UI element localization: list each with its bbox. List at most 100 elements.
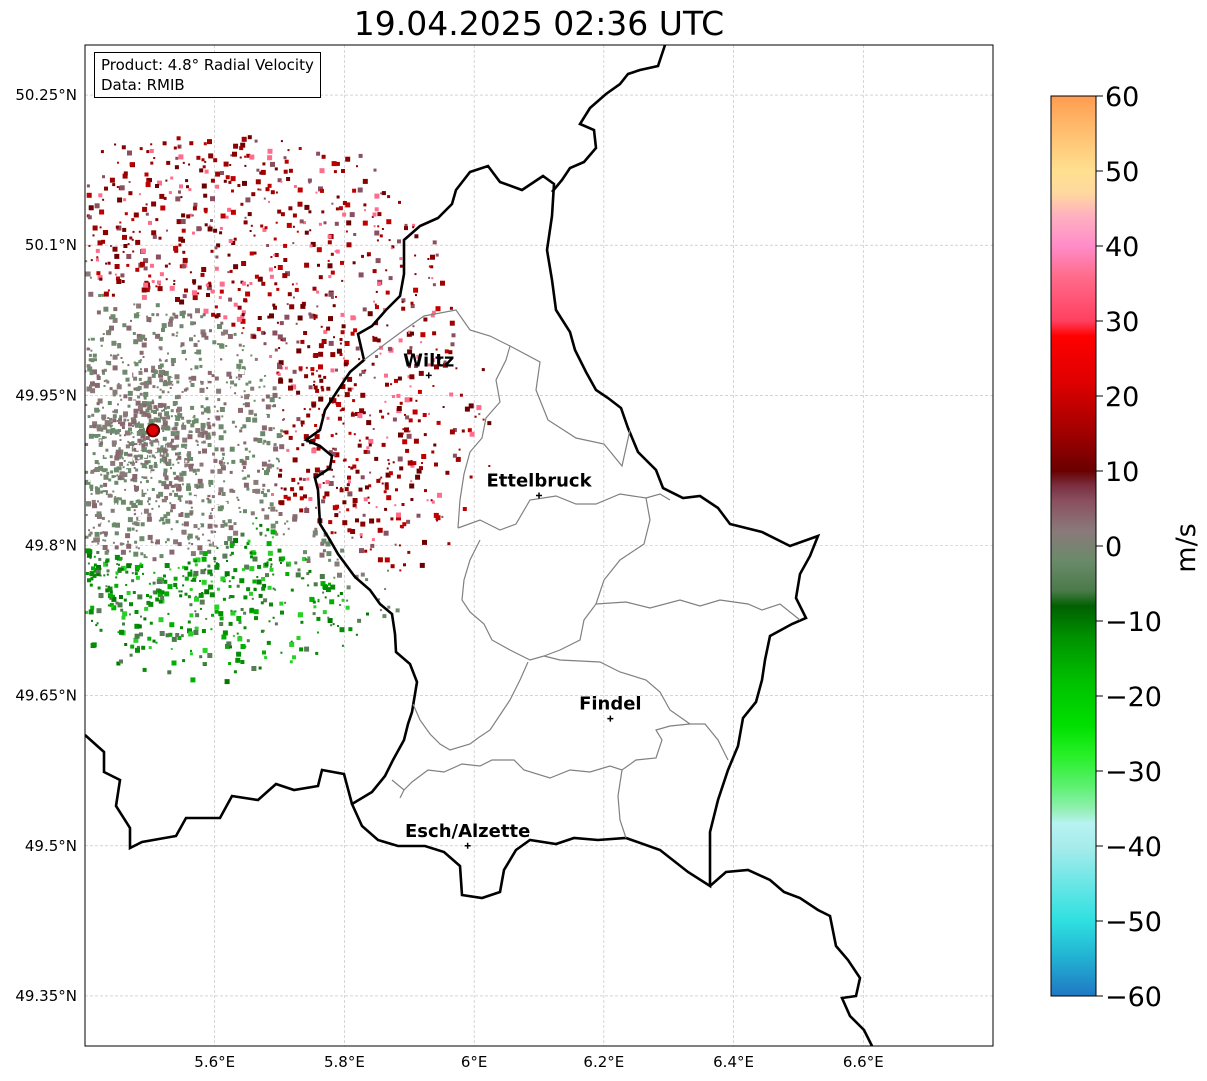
- echo-cell: [164, 359, 168, 363]
- echo-cell: [111, 340, 117, 346]
- echo-cell: [214, 604, 220, 610]
- echo-cell: [259, 523, 263, 527]
- echo-cell: [89, 371, 94, 376]
- echo-cell: [192, 414, 196, 418]
- echo-cell: [161, 421, 164, 424]
- echo-cell: [192, 290, 197, 296]
- echo-cell: [96, 426, 102, 432]
- echo-cell: [222, 553, 228, 559]
- echo-cell: [110, 409, 114, 413]
- echo-cell: [141, 443, 146, 448]
- echo-cell: [101, 293, 105, 297]
- echo-cell: [117, 403, 119, 406]
- echo-cell: [195, 473, 198, 476]
- echo-cell: [452, 453, 457, 458]
- echo-cell: [116, 225, 122, 231]
- echo-cell: [362, 513, 366, 517]
- echo-cell: [156, 471, 161, 476]
- echo-cell: [409, 374, 415, 380]
- echo-cell: [139, 536, 145, 542]
- echo-cell: [187, 451, 192, 456]
- echo-cell: [328, 340, 334, 346]
- echo-cell: [184, 512, 190, 518]
- echo-cell: [103, 380, 106, 383]
- echo-cell: [220, 523, 225, 528]
- colorbar-label: m/s: [1171, 523, 1202, 572]
- echo-cell: [333, 170, 337, 174]
- echo-cell: [91, 332, 96, 338]
- echo-cell: [432, 283, 436, 287]
- echo-cell: [97, 433, 101, 437]
- echo-cell: [385, 382, 389, 387]
- echo-cell: [399, 466, 404, 471]
- echo-cell: [185, 358, 187, 361]
- echo-cell: [126, 468, 132, 474]
- echo-cell: [386, 495, 392, 501]
- echo-cell: [90, 469, 95, 474]
- echo-cell: [250, 224, 253, 227]
- echo-cell: [198, 450, 202, 454]
- echo-cell: [225, 345, 228, 347]
- echo-cell: [321, 499, 326, 504]
- echo-cell: [198, 357, 202, 361]
- echo-cell: [250, 511, 255, 516]
- echo-cell: [216, 410, 219, 413]
- echo-cell: [136, 333, 142, 339]
- echo-cell: [88, 244, 91, 247]
- echo-cell: [309, 596, 315, 602]
- echo-cell: [366, 420, 372, 426]
- lat-tick-label: 49.95°N: [15, 386, 77, 404]
- echo-cell: [221, 492, 226, 496]
- echo-cell: [143, 476, 148, 481]
- echo-cell: [103, 440, 108, 445]
- echo-cell: [229, 375, 233, 379]
- echo-cell: [206, 293, 210, 297]
- echo-cell: [346, 599, 349, 602]
- canton-boundaries: [363, 309, 801, 839]
- echo-cell: [124, 488, 127, 491]
- echo-cell: [196, 494, 200, 498]
- echo-cell: [133, 387, 137, 391]
- echo-cell: [282, 337, 286, 342]
- echo-cell: [152, 581, 156, 585]
- echo-cell: [269, 602, 273, 607]
- echo-cell: [155, 597, 160, 602]
- echo-cell: [342, 201, 347, 205]
- echo-cell: [161, 424, 167, 430]
- echo-cell: [372, 212, 377, 217]
- echo-cell: [90, 605, 95, 610]
- echo-cell: [361, 369, 366, 374]
- echo-cell: [318, 222, 322, 226]
- echo-cell: [342, 357, 345, 360]
- echo-cell: [197, 545, 203, 551]
- colorbar-tick-label: 60: [1105, 82, 1139, 113]
- echo-cell: [401, 503, 405, 506]
- echo-cell: [174, 422, 179, 427]
- echo-cell: [103, 482, 108, 487]
- echo-cell: [117, 466, 122, 471]
- echo-cell: [115, 449, 121, 455]
- echo-cell: [301, 424, 303, 427]
- echo-cell: [167, 405, 170, 409]
- echo-cell: [262, 629, 265, 632]
- echo-cell: [254, 139, 258, 143]
- echo-cell: [253, 251, 257, 255]
- echo-cell: [196, 155, 201, 160]
- echo-cell: [127, 500, 130, 503]
- echo-cell: [182, 257, 188, 263]
- echo-cell: [112, 354, 118, 360]
- echo-cell: [93, 563, 97, 567]
- echo-cell: [329, 576, 332, 579]
- echo-cell: [146, 315, 149, 318]
- echo-cell: [325, 587, 331, 593]
- echo-cell: [255, 488, 261, 494]
- echo-cell: [111, 293, 115, 297]
- echo-cell: [168, 434, 171, 437]
- echo-cell: [158, 318, 161, 322]
- echo-cell: [115, 422, 118, 425]
- echo-cell: [341, 324, 346, 329]
- echo-cell: [222, 520, 226, 524]
- lon-tick-label: 6.4°E: [713, 1053, 754, 1071]
- echo-cell: [199, 524, 201, 527]
- echo-cell: [360, 536, 363, 539]
